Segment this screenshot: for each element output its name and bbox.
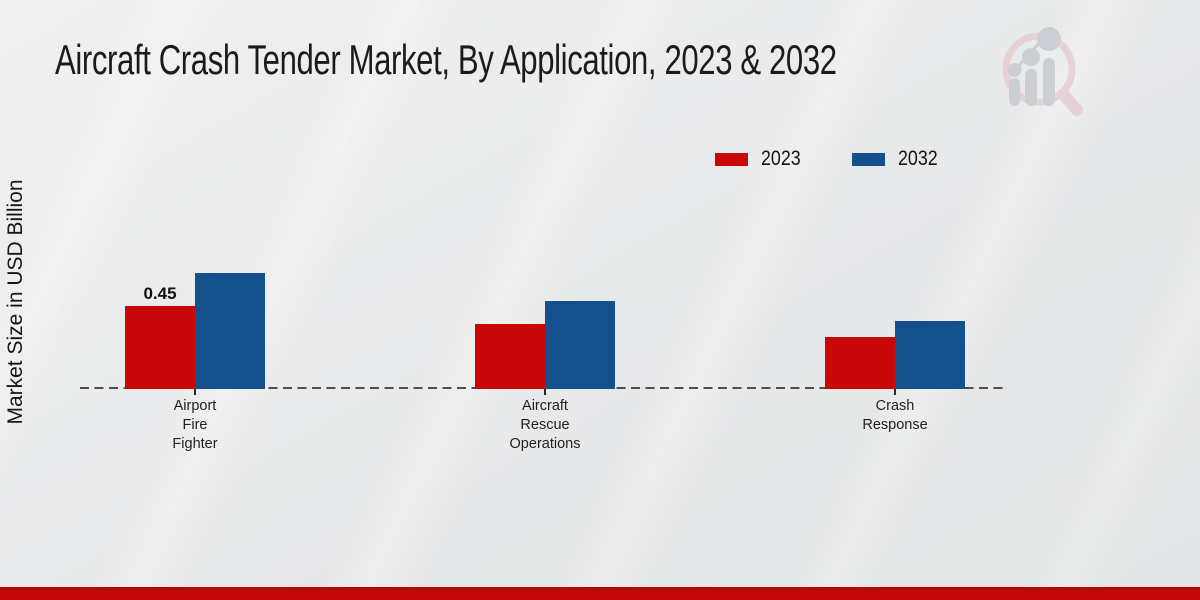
x-axis-tick <box>544 389 546 395</box>
x-axis-label-line: Fighter <box>172 436 218 452</box>
x-axis-label-airport-fire-fighter: Airport Fire Fighter <box>172 397 217 454</box>
chart-legend: 2023 2032 <box>715 147 944 171</box>
x-axis-label-line: Aircraft <box>522 398 568 414</box>
bar-2032-aircraft-rescue-operations <box>545 301 615 389</box>
footer-accent-band <box>0 587 1200 600</box>
x-axis-tick <box>194 389 196 395</box>
bar-2023-crash-response <box>825 337 895 389</box>
legend-label-2023: 2023 <box>761 147 801 170</box>
x-axis-label-crash-response: Crash Response <box>862 397 927 435</box>
page-title: Aircraft Crash Tender Market, By Applica… <box>55 36 837 83</box>
bar-2023-airport-fire-fighter <box>125 306 195 389</box>
magnifier-bar-chart-logo-icon <box>1002 27 1083 116</box>
bar-2032-crash-response <box>895 321 965 389</box>
x-axis-tick <box>894 389 896 395</box>
x-axis-label-line: Operations <box>509 436 581 452</box>
bar-2023-aircraft-rescue-operations <box>475 324 545 389</box>
legend-label-2032: 2032 <box>897 147 938 170</box>
bar-value-label: 0.45 <box>143 284 177 303</box>
x-axis-label-aircraft-rescue-operations: Aircraft Rescue Operations <box>510 397 581 454</box>
bar-2032-airport-fire-fighter <box>195 273 265 389</box>
x-axis-label-line: Crash <box>875 398 915 414</box>
legend-item-2023: 2023 <box>715 147 808 171</box>
x-axis-label-line: Rescue <box>520 417 570 433</box>
legend-swatch-2032 <box>851 152 885 166</box>
x-axis-label-line: Airport <box>173 398 217 414</box>
legend-swatch-2023 <box>715 152 748 166</box>
x-axis-label-line: Fire <box>182 417 208 433</box>
x-axis-label-line: Response <box>862 417 928 433</box>
legend-item-2032: 2032 <box>851 147 945 171</box>
